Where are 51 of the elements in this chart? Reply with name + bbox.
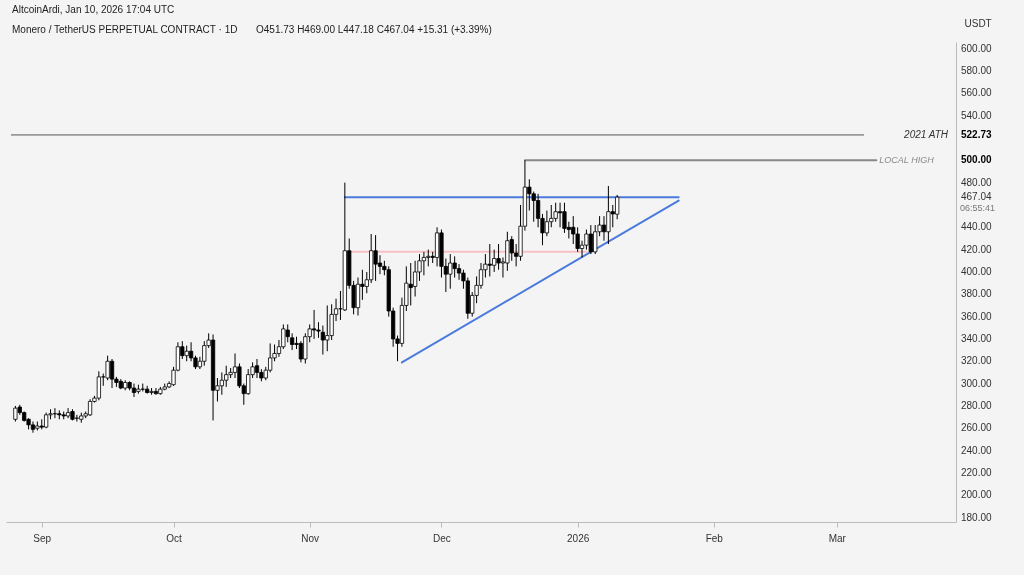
- y-tick-label: 420.00: [961, 243, 993, 255]
- candlestick: [325, 304, 330, 352]
- chart-title: Monero / TetherUS PERPETUAL CONTRACT · 1D: [12, 24, 238, 35]
- candlestick: [553, 202, 558, 223]
- y-tick-label: 380.00: [961, 288, 993, 300]
- candlestick: [373, 234, 378, 282]
- y-tick-label: 220.00: [961, 466, 993, 478]
- y-tick-label: 467.04: [961, 191, 993, 203]
- y-tick-label: 300.00: [961, 377, 993, 389]
- x-tick-label: Nov: [301, 532, 320, 544]
- x-tick-label: 2026: [567, 532, 590, 544]
- text: 06:55:41: [960, 203, 996, 214]
- text: O451.73 H469.00 L447.18 C467.04 +15.31 (+3.39%): [256, 24, 492, 35]
- ref-line-label: 2021 ATH: [903, 128, 949, 140]
- x-tick-label: Oct: [166, 532, 183, 544]
- y-tick-label: 440.00: [961, 221, 993, 233]
- candlestick: [452, 255, 457, 279]
- candlestick: [601, 215, 607, 242]
- x-tick-label: Dec: [433, 532, 451, 544]
- series-label: LOCAL HIGH: [879, 155, 935, 166]
- candlestick: [96, 370, 101, 401]
- y-tick-label: 522.73: [961, 128, 993, 140]
- x-tick-label: Feb: [705, 532, 724, 544]
- y-tick-label: 320.00: [961, 355, 993, 367]
- y-tick-label: 580.00: [961, 65, 993, 77]
- candlestick: [298, 340, 304, 363]
- candlestick: [456, 263, 462, 281]
- y-tick-label: 560.00: [961, 87, 993, 99]
- y-tick-label: 240.00: [961, 444, 993, 456]
- y-tick-label: 200.00: [961, 489, 993, 501]
- y-tick-label: 600.00: [961, 42, 993, 54]
- y-tick-label: 260.00: [961, 422, 993, 434]
- y-tick-label: 480.00: [961, 176, 993, 188]
- y-tick-label: 180.00: [961, 511, 993, 523]
- candlestick: [606, 185, 611, 245]
- candlestick: [421, 251, 426, 276]
- y-tick-label: 340.00: [961, 332, 993, 344]
- candlestick: [562, 202, 567, 234]
- y-tick-label: 280.00: [961, 399, 993, 411]
- candlestick: [448, 253, 453, 290]
- x-tick-label: Sep: [33, 532, 52, 544]
- candlestick: [355, 277, 361, 316]
- x-tick-label: Mar: [828, 532, 847, 544]
- y-axis-title: USDT: [964, 17, 992, 29]
- y-tick-label: 500.00: [961, 154, 993, 166]
- y-tick-label: 360.00: [961, 310, 993, 322]
- y-tick-label: 540.00: [961, 109, 993, 121]
- y-tick-label: 400.00: [961, 265, 993, 277]
- text: AltcoinArdi, Jan 10, 2026 17:04 UTC: [12, 4, 175, 15]
- candlestick: [408, 262, 413, 306]
- candlestick: [557, 202, 563, 228]
